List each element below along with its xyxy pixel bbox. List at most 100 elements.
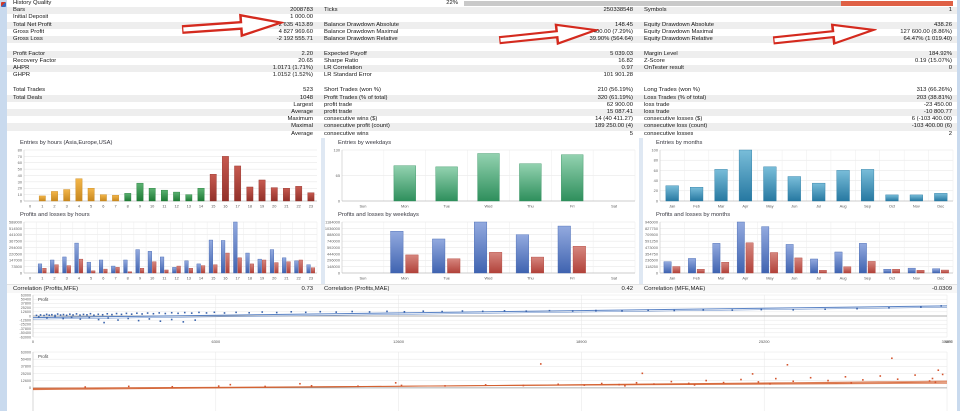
svg-text:21: 21 (284, 275, 288, 280)
svg-text:12: 12 (174, 275, 178, 280)
bar-chart-svg: 0735001470002205002940003675004410005145… (9, 219, 318, 280)
stat-cell: consecutive losses ($) 6 (-103 400.00) (638, 116, 957, 123)
chart-title: Entries by weekdays (338, 140, 392, 146)
svg-text:0: 0 (338, 198, 341, 203)
stat-cell: consecutive losses 2 (638, 131, 957, 138)
svg-text:Sep: Sep (864, 275, 871, 280)
stat-label: Gross Loss (13, 35, 43, 42)
svg-text:0: 0 (29, 386, 31, 390)
svg-text:25200: 25200 (21, 372, 31, 376)
svg-text:65: 65 (336, 173, 340, 178)
stat-cell: Profit Trades (% of total) 320 (61.19%) (318, 95, 638, 102)
stat-label: profit trade (324, 101, 353, 108)
stats-row: Maximal consecutive profit (count) 189 250… (7, 123, 957, 131)
pl-by-months-panel: Profits and losses by months 0 118250 2365… (643, 210, 957, 284)
stats-row: History Quality 22% (7, 0, 957, 7)
stat-cell: Maximal (7, 123, 318, 130)
entries-by-weekdays-chart: 0 65 130 Sun Mon Tue Wed Thu Fri Sat (325, 147, 639, 210)
svg-text:6: 6 (102, 275, 104, 280)
svg-text:444000: 444000 (327, 251, 341, 256)
svg-text:Wed: Wed (485, 275, 493, 280)
correlation-mfe-mae: Correlation (MFE,MAE) -0.0309 (638, 285, 957, 294)
stats-row: Gross Loss -2 192 555.71 Balance Drawdown … (7, 35, 957, 44)
stats-row: Average profit trade 15 087.41 loss trade -1… (7, 109, 957, 117)
stat-value: 0.97 (621, 65, 633, 72)
stat-label: Profit Trades (% of total) (324, 94, 388, 101)
stat-label: LR Standard Error (324, 72, 372, 79)
stat-value: 1 (948, 7, 952, 14)
stat-label: loss trade (644, 109, 670, 116)
stats-row: Initial Deposit 1 000.00 (7, 14, 957, 21)
svg-text:11: 11 (162, 203, 166, 208)
svg-text:Fri: Fri (570, 203, 575, 208)
svg-text:0: 0 (20, 270, 23, 275)
svg-text:23: 23 (309, 203, 313, 208)
svg-text:13: 13 (187, 275, 191, 280)
stat-cell: Ticks 250338548 (318, 7, 638, 14)
svg-text:37800: 37800 (21, 302, 31, 306)
svg-text:-50400: -50400 (20, 331, 31, 335)
bar-chart-svg: 0 20 40 60 80 100 Jan Feb Mar Apr May Jun Jul Aug Sep O… (652, 147, 954, 208)
svg-text:10: 10 (18, 192, 23, 197)
stat-value: -23 450.00 (923, 101, 952, 108)
stat-cell: Maximum (7, 116, 318, 123)
stat-cell: consecutive profit (count) 189 250.00 (4) (318, 123, 638, 130)
stat-cell: profit trade 62 900.00 (318, 102, 638, 109)
stat-label: GHPR (13, 72, 31, 79)
svg-text:25200: 25200 (21, 306, 31, 310)
svg-text:Apr: Apr (742, 203, 749, 208)
stat-value: 5 039.03 (610, 50, 633, 57)
stat-cell: LR Correlation 0.97 (318, 65, 638, 72)
svg-text:6: 6 (102, 203, 104, 208)
svg-text:7: 7 (114, 275, 116, 280)
stat-value: 62 900.00 (606, 101, 633, 108)
report-content[interactable]: History Quality 22% Bars 2008783 Ticks 250338… (7, 0, 957, 411)
correlation-label: Correlation (Profits,MAE) (324, 286, 390, 292)
svg-text:1: 1 (41, 203, 43, 208)
stat-cell: Balance Drawdown Maximal 103 400.00 (7.29… (318, 29, 638, 36)
stat-label: Profit Factor (13, 50, 46, 57)
svg-text:3: 3 (66, 203, 68, 208)
svg-text:80: 80 (654, 158, 659, 163)
correlation-value: -0.0309 (932, 286, 952, 292)
stat-value: 0.19 (15.07%) (914, 58, 952, 65)
stat-cell: profit trade 15 087.41 (318, 109, 638, 116)
svg-text:40: 40 (18, 173, 23, 178)
stat-value: 39.90% (564.64) (589, 35, 633, 42)
stat-label: Sharpe Ratio (324, 58, 359, 65)
stat-value: 1048 (299, 94, 313, 101)
stat-cell: Equity Drawdown Relative 64.47% (1 019.40… (638, 36, 957, 43)
svg-text:Wed: Wed (485, 203, 493, 208)
stat-value: 5 (629, 130, 633, 137)
stat-label (7, 131, 13, 138)
svg-text:Sat: Sat (611, 203, 618, 208)
svg-text:MFE: MFE (945, 339, 954, 344)
svg-text:Fri: Fri (570, 275, 575, 280)
stat-value: 203 (38.81%) (916, 94, 952, 101)
svg-text:Jun: Jun (791, 203, 797, 208)
stats-table: History Quality 22% Bars 2008783 Ticks 250338… (7, 0, 957, 138)
stat-value: -10 800.77 (923, 109, 952, 116)
svg-text:20: 20 (272, 275, 277, 280)
scatter-chart-svg: 63000 50400 37800 25200 12600 0 Profit (21, 350, 948, 411)
stats-row: Total Deals 1048 Profit Trades (% of total… (7, 94, 957, 102)
svg-text:473000: 473000 (645, 245, 659, 250)
svg-text:12600: 12600 (21, 379, 31, 383)
svg-text:1036000: 1036000 (325, 226, 341, 231)
stat-value: 22% (446, 0, 458, 6)
stat-cell: Profit Factor 2.20 (7, 51, 318, 58)
stat-value: 64.47% (1 019.40) (903, 35, 952, 42)
svg-text:Mar: Mar (718, 203, 725, 208)
chart-title: Profits and losses by weekdays (338, 212, 419, 218)
bar-chart-svg: 0 65 130 Sun Mon Tue Wed Thu Fri Sat (334, 147, 636, 208)
stat-value: 20.65 (298, 58, 313, 65)
stat-label (638, 14, 644, 21)
stat-cell (638, 72, 957, 79)
svg-text:Thu: Thu (527, 275, 534, 280)
stat-value: 523 (303, 87, 313, 94)
stat-label: Balance Drawdown Maximal (324, 28, 399, 35)
stat-label: Ticks (324, 7, 338, 14)
correlation-mfe: Correlation (Profits,MFE) 0.73 (7, 285, 318, 294)
svg-text:18: 18 (248, 275, 252, 280)
